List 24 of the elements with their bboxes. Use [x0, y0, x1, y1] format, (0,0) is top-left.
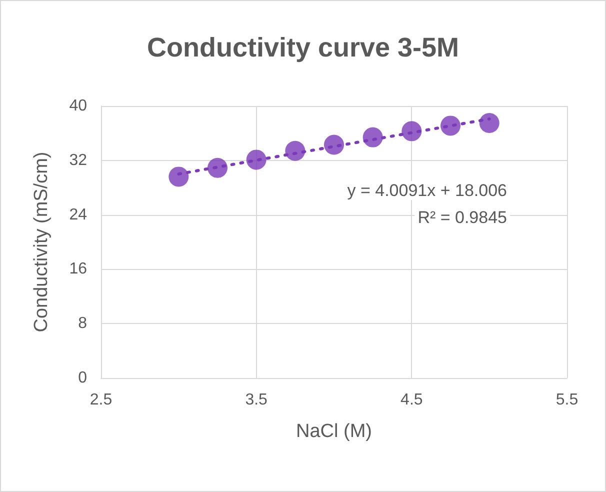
- point: [285, 140, 306, 161]
- x-tick-label: 4.5: [400, 392, 423, 408]
- point: [324, 134, 344, 155]
- y-tick-label: 24: [69, 206, 88, 224]
- annotation: y = 4.0091x + 18.006: [347, 181, 508, 200]
- point: [362, 127, 383, 148]
- x-tick-label: 2.5: [90, 392, 112, 408]
- point: [246, 150, 266, 170]
- y-axis-title: Conductivity (mS/cm): [31, 152, 52, 332]
- point: [168, 166, 189, 187]
- y-tick-label: 0: [78, 370, 88, 386]
- chart-title: Conductivity curve 3-5M: [146, 32, 460, 62]
- x-axis-title: NaCl (M): [296, 421, 372, 442]
- y-tick-label: 16: [69, 260, 88, 278]
- y-tick-label: 8: [78, 315, 88, 332]
- point: [440, 116, 460, 136]
- x-tick-label: 5.5: [556, 392, 578, 408]
- point: [402, 121, 422, 142]
- point: [479, 113, 500, 133]
- point: [208, 158, 228, 178]
- y-tick-label: 32: [69, 152, 88, 169]
- annotation: R² = 0.9845: [418, 208, 507, 227]
- x-tick-label: 3.5: [245, 392, 268, 408]
- y-tick-label: 40: [69, 98, 88, 114]
